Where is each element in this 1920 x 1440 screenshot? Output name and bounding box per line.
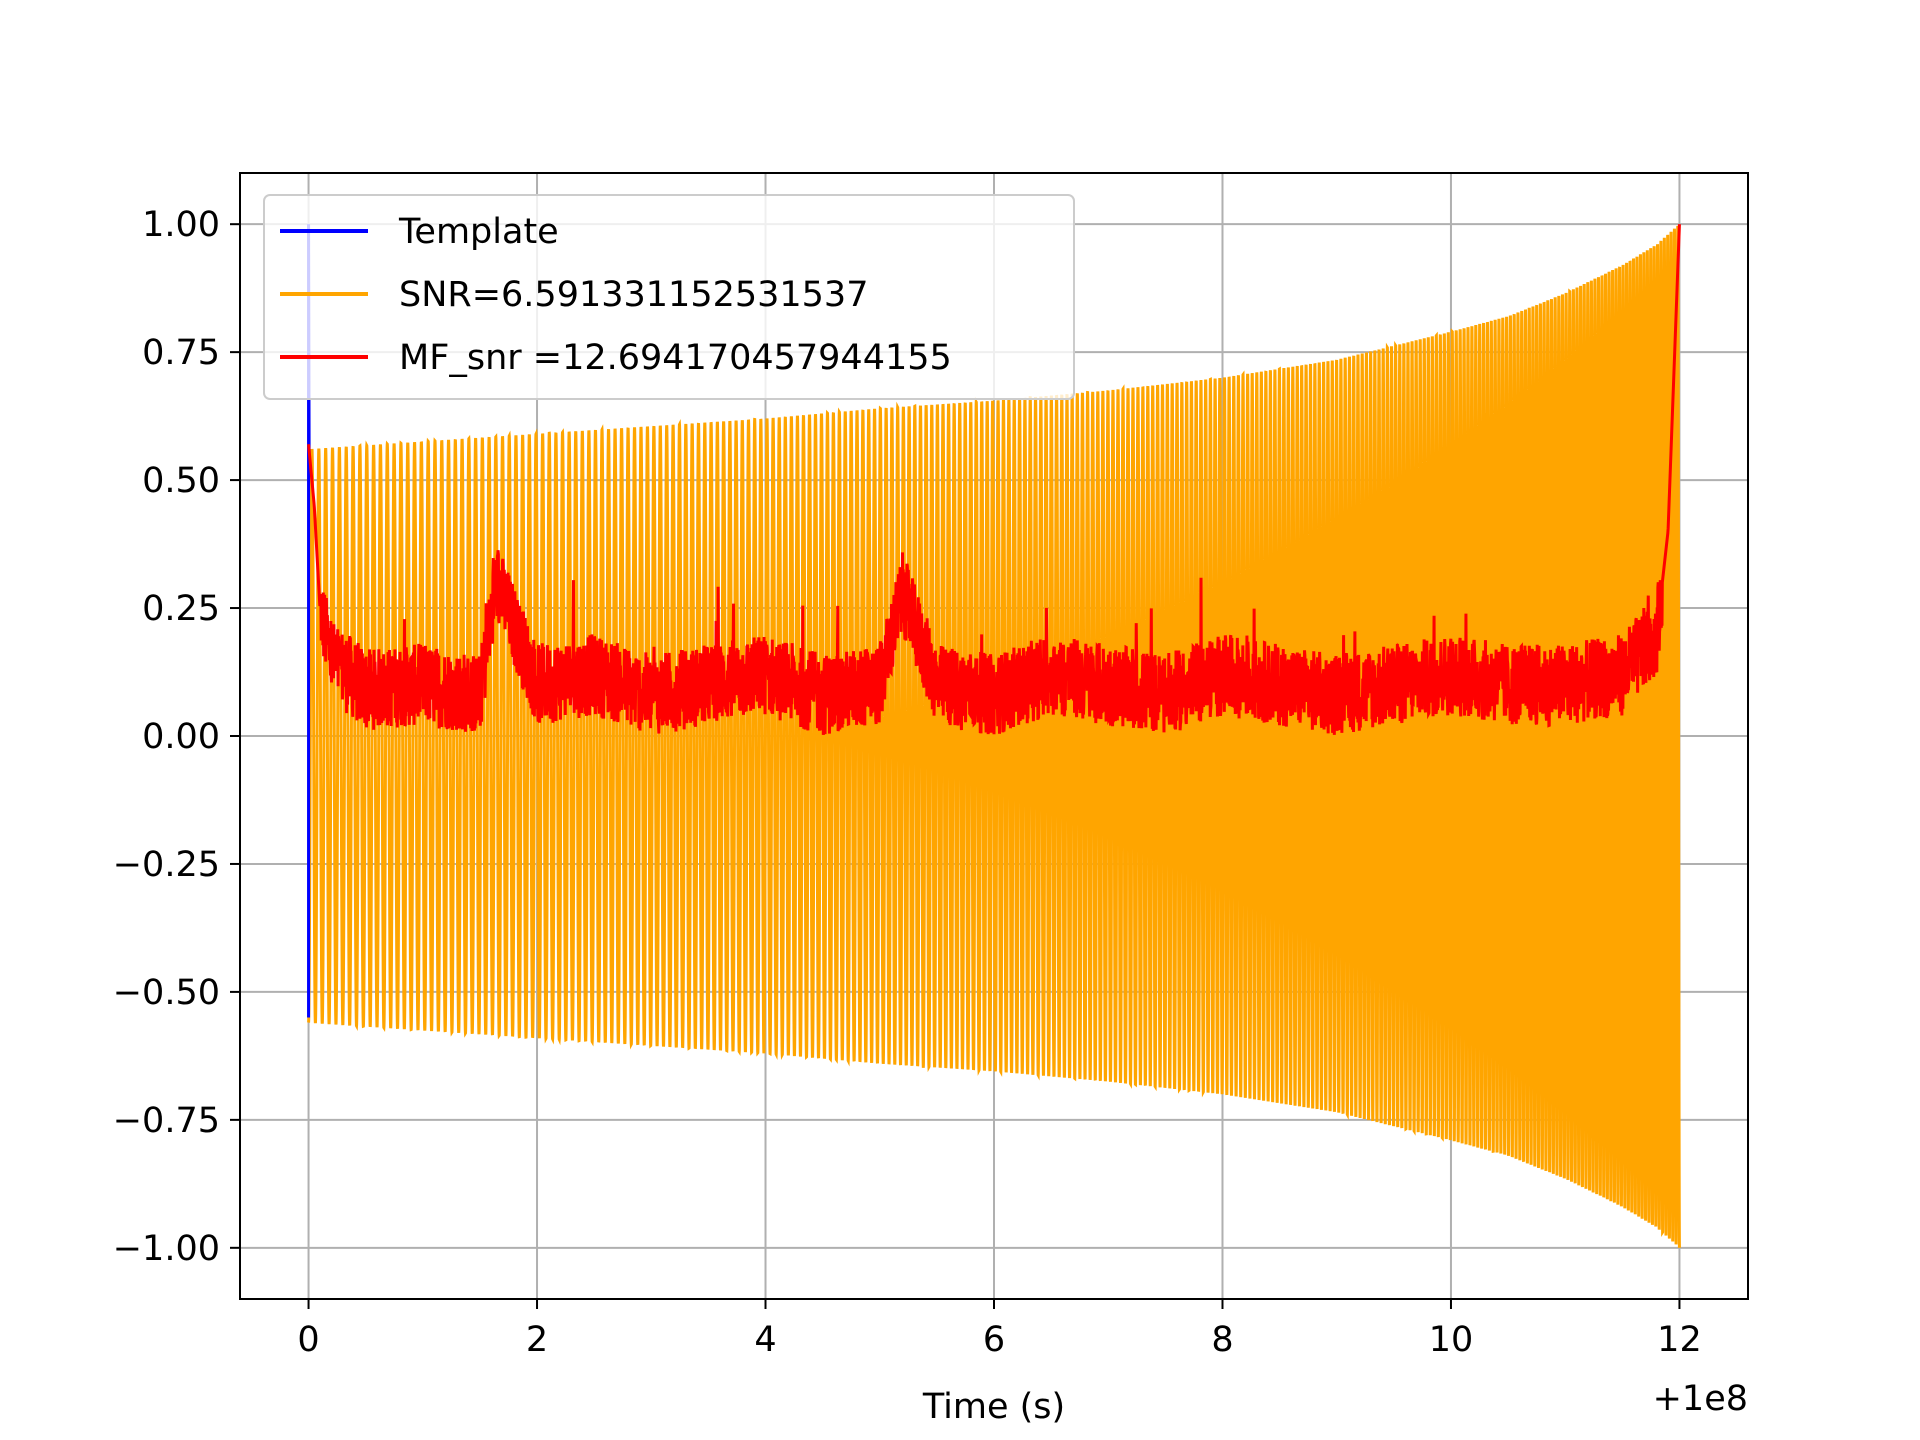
series-snr-line [307, 225, 1681, 1248]
x-tick-label: 12 [1657, 1320, 1702, 1360]
y-tick-label: −0.25 [113, 845, 220, 885]
x-offset-label: +1e8 [1653, 1379, 1748, 1419]
x-tick-label: 0 [297, 1320, 319, 1360]
y-tick-label: 0.75 [142, 333, 220, 373]
y-tick-label: 0.50 [142, 461, 220, 501]
legend-entry-label: SNR=6.591331152531537 [399, 275, 868, 315]
y-tick-label: −0.75 [113, 1101, 220, 1141]
y-tick-label: 0.00 [142, 717, 220, 757]
x-tick-label: 2 [526, 1320, 548, 1360]
x-tick-label: 10 [1429, 1320, 1474, 1360]
series-mf-snr-line [307, 224, 1681, 735]
x-tick-label: 6 [983, 1320, 1005, 1360]
legend-box [263, 194, 1075, 400]
x-tick-label: 8 [1211, 1320, 1233, 1360]
y-tick-label: 1.00 [142, 205, 220, 245]
y-tick-label: 0.25 [142, 589, 220, 629]
legend-entry-label: Template [398, 212, 559, 252]
y-tick-label: −0.50 [113, 973, 220, 1013]
legend: Template SNR=6.591331152531537 MF_snr =12.… [263, 194, 1075, 400]
axis-ticks: 0 2 4 6 8 10 12 1.00 0.75 0.50 0.25 0.00 −0.25 −0.50 −… [113, 205, 1702, 1360]
x-tick-label: 4 [754, 1320, 776, 1360]
legend-entry-label: MF_snr =12.694170457944155 [399, 338, 952, 378]
x-axis-label: Time (s) [922, 1387, 1065, 1427]
y-tick-label: −1.00 [113, 1229, 220, 1269]
